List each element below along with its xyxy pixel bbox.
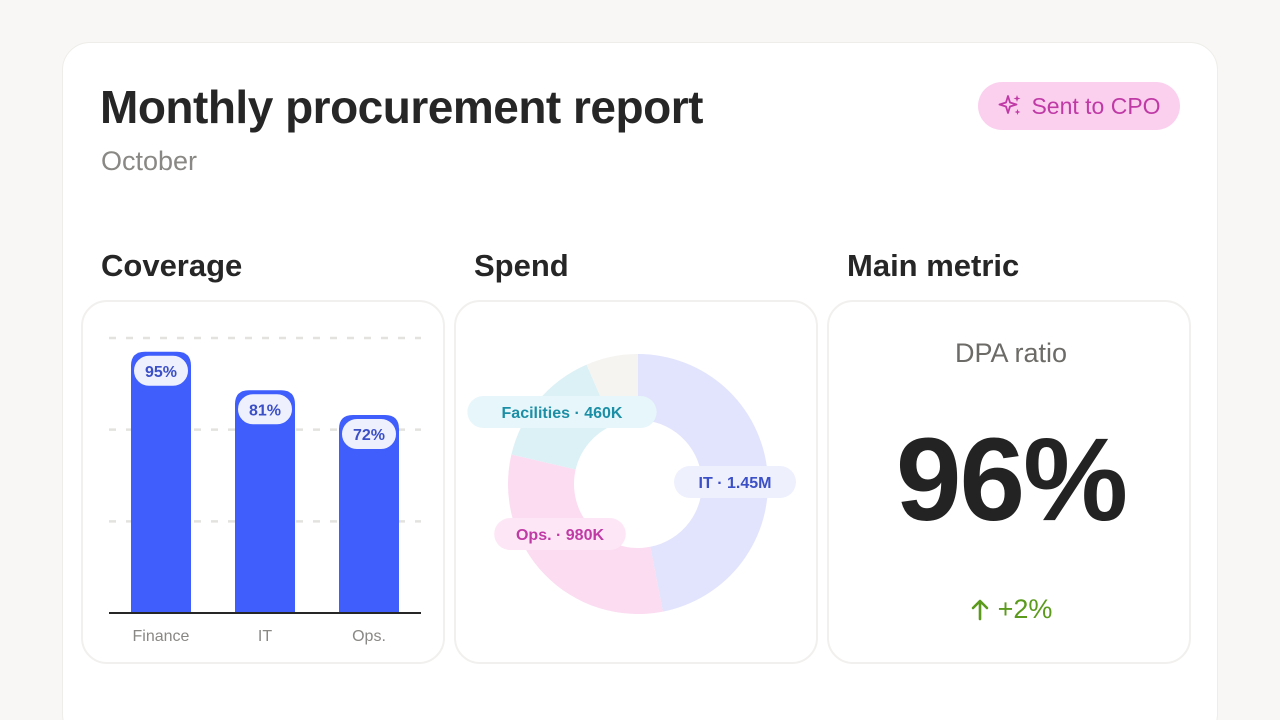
data-label-pill xyxy=(132,353,190,388)
category-label: IT xyxy=(258,628,272,645)
arrow-up-icon xyxy=(971,599,988,620)
sparkles-icon xyxy=(999,95,1021,115)
page-subtitle: October xyxy=(101,146,198,176)
category-label: Finance xyxy=(133,628,190,645)
metric-delta: +2% xyxy=(829,594,1193,625)
metric-panel: DPA ratio 96% +2% xyxy=(827,300,1191,664)
metric-title: Main metric xyxy=(847,248,1020,283)
data-label: 81% xyxy=(249,402,281,419)
metric-label: DPA ratio xyxy=(954,338,1068,368)
slice-label-pill xyxy=(467,396,657,428)
data-label-pill xyxy=(236,392,294,427)
slice-label: Ops. · 980K xyxy=(516,527,604,544)
bar-it xyxy=(235,390,295,613)
slice-label: IT · 1.45M xyxy=(699,475,772,492)
spend-panel: IT · 1.45M Ops. · 980K Facilities · 460K xyxy=(454,300,818,664)
data-label: 95% xyxy=(145,364,177,381)
data-label: 72% xyxy=(353,427,385,444)
spend-donut-chart: IT · 1.45M Ops. · 980K Facilities · 460K xyxy=(467,354,796,614)
slice-label: Facilities · 460K xyxy=(502,405,623,422)
bar-finance xyxy=(131,351,191,613)
bar-ops xyxy=(339,415,399,613)
metric-value: 96% xyxy=(895,414,1128,546)
coverage-title: Coverage xyxy=(101,248,243,283)
coverage-panel: 95% Finance 81% IT 72% Ops. xyxy=(81,300,445,664)
category-label: Ops. xyxy=(352,628,386,645)
metric-delta-value: +2% xyxy=(997,594,1053,624)
data-label-pill xyxy=(340,417,398,451)
spend-title: Spend xyxy=(474,248,569,283)
coverage-bar-chart: 95% Finance 81% IT 72% Ops. xyxy=(109,336,421,645)
slice-label-pill xyxy=(674,466,796,498)
status-badge[interactable]: Sent to CPO xyxy=(978,82,1180,130)
status-badge-label: Sent to CPO xyxy=(1031,92,1161,119)
page-title: Monthly procurement report xyxy=(100,81,703,133)
slice-label-pill xyxy=(494,518,626,550)
